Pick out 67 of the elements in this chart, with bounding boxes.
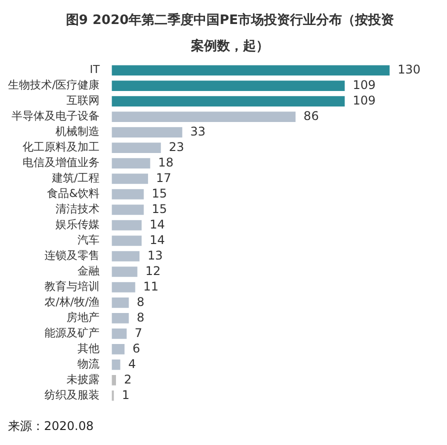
y-tick-label: 物流 <box>78 358 100 371</box>
bar <box>112 266 138 277</box>
bar <box>112 127 182 138</box>
bar <box>112 328 127 339</box>
y-tick-label: 农/林/牧/渔 <box>44 296 100 309</box>
y-tick-label: 娱乐传媒 <box>56 218 100 232</box>
y-tick-label: 纺织及服装 <box>44 388 100 402</box>
source-note: 来源：2020.08 <box>8 418 94 435</box>
bar <box>112 313 129 324</box>
bar <box>112 360 120 370</box>
data-label: 17 <box>156 170 172 185</box>
y-tick-label: 连锁及零售 <box>44 249 100 262</box>
y-tick-label: 建筑/工程 <box>50 172 100 185</box>
bar <box>112 189 144 200</box>
data-label: 8 <box>136 294 144 309</box>
data-label: 6 <box>132 341 140 356</box>
y-tick-label: 房地产 <box>66 311 100 324</box>
data-label: 109 <box>352 93 376 108</box>
data-label: 1 <box>122 388 130 402</box>
data-label: 18 <box>158 155 174 170</box>
bar <box>112 80 345 91</box>
chart-title: 图9 2020年第二季度中国PE市场投资行业分布（按投资案例数，起） <box>64 12 396 56</box>
y-tick-label: 互联网 <box>66 94 100 108</box>
data-label: 14 <box>150 217 165 232</box>
data-label: 23 <box>168 140 184 154</box>
bar <box>112 112 296 122</box>
data-label: 8 <box>136 310 144 324</box>
bar <box>112 344 125 354</box>
data-label: 33 <box>190 124 206 138</box>
y-tick-label: 生物技术/医疗健康 <box>8 78 100 92</box>
data-label: 130 <box>398 62 421 76</box>
bar <box>112 282 136 292</box>
y-tick-label: IT <box>90 63 100 76</box>
bar <box>112 204 144 215</box>
bar <box>112 251 140 262</box>
data-label: 12 <box>145 264 161 278</box>
bar <box>112 236 142 246</box>
y-tick-label: 教育与培训 <box>44 280 100 294</box>
bar <box>112 375 116 386</box>
y-tick-label: 食品&饮料 <box>47 187 100 200</box>
data-label: 15 <box>152 186 168 200</box>
data-label: 4 <box>128 356 136 371</box>
y-tick-label: 能源及矿产 <box>44 326 100 340</box>
y-tick-label: 清洁技术 <box>56 202 100 216</box>
y-tick-label: 汽车 <box>78 234 100 247</box>
bar <box>112 65 390 76</box>
data-label: 109 <box>352 78 376 92</box>
y-tick-label: 其他 <box>78 342 100 356</box>
y-tick-label: 未披露 <box>66 373 100 386</box>
data-label: 15 <box>152 202 168 216</box>
y-tick-label: 半导体及电子设备 <box>12 110 100 123</box>
y-tick-label: 金融 <box>78 264 100 278</box>
data-label: 86 <box>304 108 319 123</box>
bar <box>112 158 150 168</box>
y-tick-label: 机械制造 <box>56 125 100 138</box>
data-label: 13 <box>148 248 163 262</box>
bar <box>112 142 161 153</box>
y-tick-label: 化工原料及加工 <box>22 140 100 154</box>
bar <box>112 174 148 184</box>
bar <box>112 96 345 106</box>
y-tick-label: 电信及增值业务 <box>22 156 100 170</box>
data-label: 7 <box>134 326 142 340</box>
data-label: 14 <box>150 232 165 247</box>
data-label: 2 <box>124 372 132 386</box>
bar <box>112 220 142 230</box>
data-label: 11 <box>143 279 159 294</box>
bar <box>112 298 129 308</box>
